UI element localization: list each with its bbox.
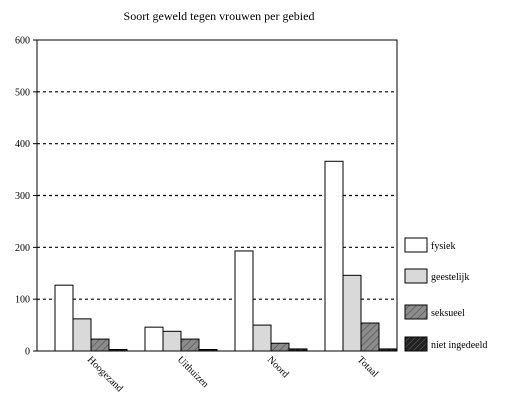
legend-swatch-niet-ingedeeld	[404, 336, 428, 352]
bar-fysiek-hoogezand	[54, 284, 74, 352]
y-tick-label: 500	[15, 87, 30, 98]
bar-geestelijk-uithuizen	[162, 330, 182, 352]
legend-swatch-fysiek	[404, 237, 428, 253]
chart-title: Soort geweld tegen vrouwen per gebied	[124, 9, 315, 23]
bar-geestelijk-hoogezand	[72, 318, 92, 352]
legend-swatch-geestelijk	[404, 268, 428, 284]
plot-frame	[36, 39, 398, 352]
y-axis-ticks: 0 100 200 300 400 500 600	[15, 36, 37, 358]
y-tick-label: 0	[25, 347, 30, 358]
category-labels: Hoogezand Uithuizen Noord Totaal	[85, 354, 381, 394]
legend-label: geestelijk	[431, 272, 469, 283]
bar-fysiek-totaal	[324, 160, 344, 352]
y-tick-label: 600	[15, 36, 30, 47]
bar-seksueel-hoogezand	[90, 338, 110, 352]
bar-seksueel-totaal	[360, 322, 380, 352]
category-label: Hoogezand	[85, 354, 125, 394]
category-label: Noord	[265, 354, 291, 380]
legend-swatch-seksueel	[404, 304, 428, 320]
bar-seksueel-uithuizen	[180, 338, 200, 352]
legend-label: fysiek	[431, 241, 455, 252]
y-tick-label: 300	[15, 191, 30, 202]
y-tick-label: 100	[15, 295, 30, 306]
legend-label: niet ingedeeld	[431, 340, 487, 351]
y-tick-label: 400	[15, 139, 30, 150]
legend: fysiek geestelijk seksueel niet ingedeeld	[404, 237, 487, 352]
bar-fysiek-uithuizen	[144, 326, 164, 352]
bar-geestelijk-noord	[252, 324, 272, 352]
legend-label: seksueel	[431, 308, 465, 319]
bar-fysiek-noord	[234, 250, 254, 352]
bar-geestelijk-totaal	[342, 274, 362, 352]
category-label: Totaal	[355, 354, 381, 380]
bars	[54, 160, 398, 352]
category-label: Uithuizen	[175, 354, 211, 390]
y-tick-label: 200	[15, 243, 30, 254]
bar-seksueel-noord	[270, 342, 290, 352]
